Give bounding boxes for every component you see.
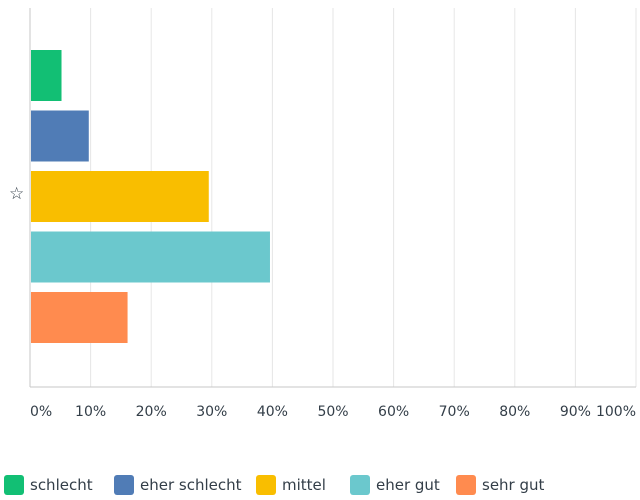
x-tick-label: 30% [196, 404, 227, 420]
legend-item[interactable]: mittel [256, 475, 326, 495]
x-tick-label: 20% [136, 404, 167, 420]
bar-schlecht[interactable] [31, 50, 62, 101]
legend-swatch [456, 475, 476, 495]
legend-item[interactable]: sehr gut [456, 475, 544, 495]
legend-swatch [114, 475, 134, 495]
bar-sehr-gut[interactable] [31, 292, 128, 343]
x-tick-label: 90% [560, 404, 591, 420]
legend: schlecht eher schlecht mittel eher gut sehr … [0, 470, 640, 500]
x-tick-label: 10% [75, 404, 106, 420]
bars [31, 50, 270, 343]
x-tick-label: 0% [30, 404, 52, 420]
legend-swatch [256, 475, 276, 495]
x-tick-label: 60% [378, 404, 409, 420]
star-icon[interactable]: ☆ [9, 184, 25, 204]
x-tick-label: 100% [596, 404, 636, 420]
x-tick-label: 40% [257, 404, 288, 420]
legend-swatch [4, 475, 24, 495]
legend-item[interactable]: schlecht [4, 475, 93, 495]
legend-swatch [350, 475, 370, 495]
x-tick-label: 50% [317, 404, 348, 420]
x-tick-label: 70% [439, 404, 470, 420]
legend-label: eher gut [376, 476, 440, 494]
legend-label: mittel [282, 476, 326, 494]
legend-label: sehr gut [482, 476, 545, 494]
legend-item[interactable]: eher schlecht [114, 475, 242, 495]
legend-label: eher schlecht [140, 476, 242, 494]
bar-chart: 0% 10% 20% 30% 40% 50% 60% 70% 80% 90% 100% [29, 8, 637, 420]
x-tick-label: 80% [499, 404, 530, 420]
legend-item[interactable]: eher gut [350, 475, 440, 495]
legend-label: schlecht [30, 476, 93, 494]
bar-eher-schlecht[interactable] [31, 110, 89, 162]
gridlines [29, 8, 637, 388]
x-axis-ticks: 0% 10% 20% 30% 40% 50% 60% 70% 80% 90% 100% [30, 404, 636, 420]
bar-mittel[interactable] [31, 171, 209, 222]
bar-eher-gut[interactable] [31, 231, 270, 283]
